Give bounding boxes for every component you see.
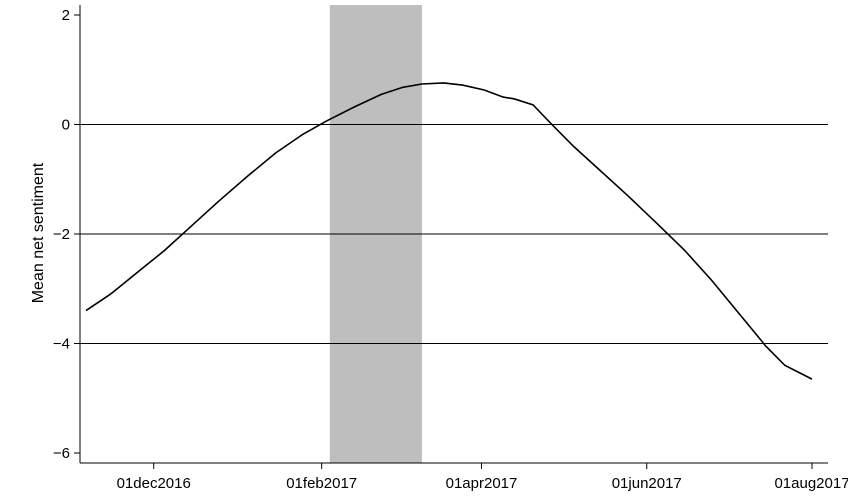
x-tick-label: 01feb2017 xyxy=(286,475,357,492)
sentiment-line xyxy=(85,82,813,380)
y-tick-label: 0 xyxy=(62,117,70,134)
x-tick-label: 01apr2017 xyxy=(446,475,518,492)
y-axis-title: Mean net sentiment xyxy=(30,162,47,303)
gridlines xyxy=(80,124,828,344)
y-tick-label: −2 xyxy=(53,226,70,243)
y-tick-label: −6 xyxy=(53,445,70,462)
y-ticks: −6 −4 −2 0 2 xyxy=(53,7,80,462)
x-ticks: 01dec2016 01feb2017 01apr2017 01jun2017 01au… xyxy=(117,463,848,492)
y-tick-label: 2 xyxy=(62,7,70,24)
x-tick-label: 01aug2017 xyxy=(774,475,848,492)
x-tick-label: 01dec2016 xyxy=(117,475,191,492)
x-tick-label: 01jun2017 xyxy=(612,475,682,492)
y-tick-label: −4 xyxy=(53,336,70,353)
